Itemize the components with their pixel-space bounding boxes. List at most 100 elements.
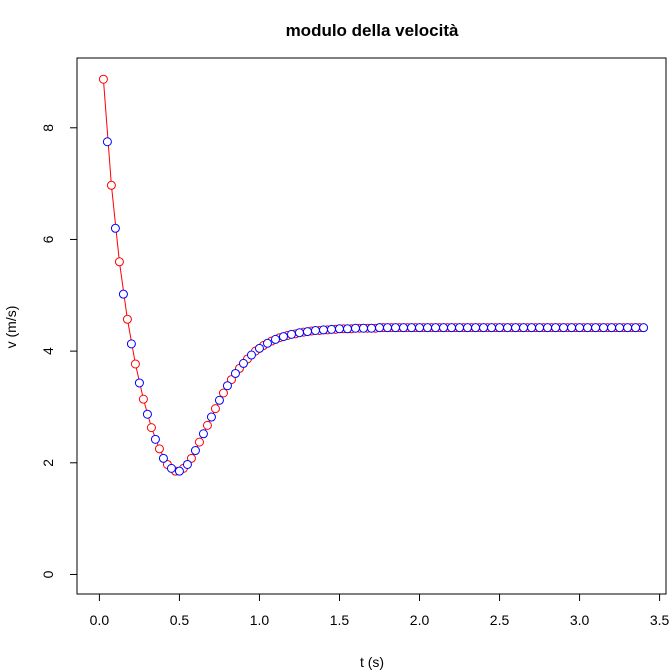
data-point (583, 323, 593, 333)
x-tick-label: 3.5 (650, 612, 670, 628)
data-point (106, 180, 116, 190)
data-point (431, 323, 441, 333)
data-point (154, 444, 164, 454)
data-point (270, 334, 280, 344)
data-point (607, 323, 617, 333)
data-point (342, 324, 352, 334)
data-point (206, 412, 216, 422)
y-tick-label: 2 (40, 459, 56, 467)
data-point (495, 323, 505, 333)
data-point (567, 323, 577, 333)
data-point (186, 453, 196, 463)
data-point (310, 325, 320, 335)
series-1 (98, 74, 645, 476)
data-point (415, 323, 425, 333)
data-point (503, 323, 513, 333)
data-point (198, 429, 208, 439)
y-tick-label: 6 (40, 235, 56, 243)
data-point (138, 394, 148, 404)
data-point (439, 323, 449, 333)
y-tick-label: 0 (40, 570, 56, 578)
data-point (639, 323, 649, 333)
data-point (455, 323, 465, 333)
series-layer (98, 74, 649, 476)
x-tick-label: 0.5 (170, 612, 190, 628)
x-axis: 0.0 0.5 1.0 1.5 2.0 2.5 3.0 3.5 (90, 593, 670, 628)
data-point (350, 323, 360, 333)
data-point (210, 404, 220, 414)
data-point (230, 368, 240, 378)
data-point (302, 327, 312, 337)
data-point (399, 323, 409, 333)
x-tick-label: 2.5 (490, 612, 510, 628)
x-tick-label: 0.0 (90, 612, 110, 628)
data-point (174, 466, 184, 476)
data-point (575, 323, 585, 333)
data-point (535, 323, 545, 333)
x-tick-label: 2.0 (410, 612, 430, 628)
data-point (407, 323, 417, 333)
y-tick-label: 8 (40, 124, 56, 132)
x-tick-label: 1.0 (250, 612, 270, 628)
data-point (551, 323, 561, 333)
y-tick-label: 4 (40, 347, 56, 355)
data-point (391, 323, 401, 333)
data-point (122, 314, 132, 324)
series-1-line (102, 79, 640, 472)
data-point (102, 137, 112, 147)
data-point (202, 420, 212, 430)
data-point (218, 388, 228, 398)
data-point (238, 358, 248, 368)
data-point (254, 343, 264, 353)
chart-title: modulo della velocità (286, 21, 459, 40)
data-point (214, 395, 224, 405)
series-2 (102, 137, 649, 476)
data-point (146, 423, 156, 433)
data-point (447, 323, 457, 333)
data-point (134, 378, 144, 388)
data-point (262, 338, 272, 348)
data-point (182, 459, 192, 469)
data-point (158, 453, 168, 463)
x-axis-label: t (s) (360, 654, 384, 670)
data-point (246, 350, 256, 360)
data-point (110, 223, 120, 233)
data-point (543, 323, 553, 333)
data-point (334, 324, 344, 334)
data-point (190, 446, 200, 456)
data-point (98, 74, 108, 84)
data-point (114, 257, 124, 267)
data-point (487, 323, 497, 333)
data-point (599, 323, 609, 333)
data-point (631, 323, 641, 333)
y-axis: 0 2 4 6 8 (40, 124, 78, 578)
data-point (591, 323, 601, 333)
data-point (519, 323, 529, 333)
data-point (222, 381, 232, 391)
data-point (423, 323, 433, 333)
data-point (326, 324, 336, 334)
data-point (359, 323, 368, 333)
data-point (278, 332, 288, 342)
data-point (511, 323, 521, 333)
data-point (126, 339, 136, 349)
data-point (383, 323, 393, 333)
data-point (142, 409, 152, 419)
data-point (623, 323, 633, 333)
data-point (615, 323, 625, 333)
data-point (463, 323, 473, 333)
x-tick-label: 3.0 (570, 612, 590, 628)
data-point (118, 289, 128, 299)
data-point (294, 328, 304, 338)
y-axis-label: v (m/s) (3, 306, 19, 349)
data-point (367, 323, 376, 333)
data-point (226, 375, 236, 385)
x-tick-label: 1.5 (330, 612, 350, 628)
data-point (194, 437, 204, 447)
data-point (559, 323, 569, 333)
data-point (150, 434, 160, 444)
data-point (318, 325, 328, 335)
data-point (375, 323, 384, 333)
data-point (286, 329, 296, 339)
